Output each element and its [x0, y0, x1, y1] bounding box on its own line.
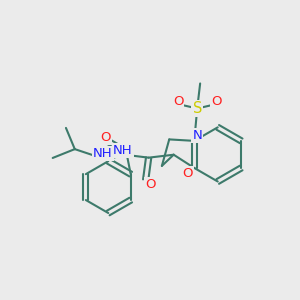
Text: S: S — [193, 101, 202, 116]
Text: O: O — [211, 94, 222, 108]
Text: N: N — [192, 129, 202, 142]
Text: NH: NH — [93, 147, 112, 160]
Text: NH: NH — [113, 144, 133, 157]
Text: O: O — [182, 167, 193, 180]
Text: O: O — [100, 131, 111, 144]
Text: O: O — [145, 178, 155, 191]
Text: O: O — [173, 94, 183, 108]
